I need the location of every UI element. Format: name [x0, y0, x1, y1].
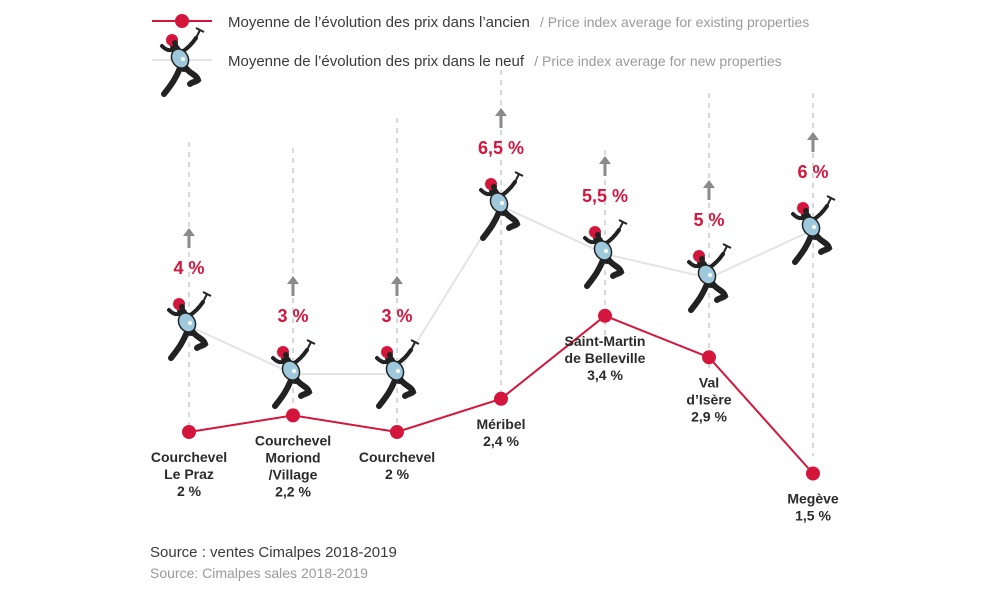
- category-label: d’Isère: [686, 391, 731, 407]
- existing-value-label: 3,4 %: [587, 367, 623, 383]
- category-label: Méribel: [476, 416, 525, 432]
- existing-value-label: 2 %: [177, 483, 202, 499]
- new-property-climber-icon: [791, 195, 836, 265]
- up-arrow-icon: [287, 276, 299, 296]
- source-text: Source : ventes Cimalpes 2018-2019: [150, 544, 397, 561]
- existing-data-point: [702, 350, 716, 365]
- up-arrow-icon: [599, 156, 611, 176]
- existing-data-point: [390, 425, 404, 439]
- existing-value-label: 2 %: [385, 466, 410, 482]
- existing-data-point: [286, 408, 300, 423]
- legend-climber-icon: [160, 27, 205, 97]
- up-arrow-icon: [183, 228, 195, 248]
- new-property-climber-icon: [167, 291, 212, 361]
- new-value-label: 6 %: [797, 162, 828, 182]
- existing-data-point: [806, 466, 820, 481]
- existing-value-label: 1,5 %: [795, 508, 831, 524]
- new-value-label: 6,5 %: [478, 138, 524, 158]
- existing-value-label: 2,4 %: [483, 433, 519, 449]
- new-property-climber-icon: [583, 219, 628, 289]
- new-property-climber-icon: [479, 171, 524, 241]
- new-value-label: 4 %: [173, 258, 204, 278]
- up-arrow-icon: [703, 180, 715, 200]
- existing-data-point: [182, 425, 196, 439]
- new-property-climber-icon: [375, 339, 420, 409]
- new-property-climber-icon: [271, 339, 316, 409]
- category-label: /Village: [269, 466, 318, 482]
- category-label: Megève: [787, 491, 839, 507]
- existing-value-label: 2,2 %: [275, 483, 311, 499]
- category-label: Le Praz: [164, 466, 214, 482]
- category-label: Val: [699, 374, 719, 390]
- legend-existing-label: Moyenne de l’évolution des prix dans l’a…: [228, 14, 809, 31]
- existing-value-label: 2,9 %: [691, 408, 727, 424]
- up-arrow-icon: [391, 276, 403, 296]
- up-arrow-icon: [807, 132, 819, 152]
- new-value-label: 5 %: [693, 210, 724, 230]
- category-label: Courchevel: [255, 432, 331, 448]
- legend-existing-marker: [152, 14, 212, 28]
- legend-new-marker: [152, 27, 212, 97]
- existing-data-point: [598, 308, 612, 323]
- new-value-label: 5,5 %: [582, 186, 628, 206]
- category-label: Moriond: [265, 449, 320, 465]
- legend: Moyenne de l’évolution des prix dans l’a…: [152, 14, 809, 97]
- category-label: de Belleville: [565, 350, 646, 366]
- new-value-label: 3 %: [277, 306, 308, 326]
- category-label: Courchevel: [151, 449, 227, 465]
- category-label: Courchevel: [359, 449, 435, 465]
- up-arrow-icon: [495, 108, 507, 128]
- category-label: Saint-Martin: [565, 333, 646, 349]
- legend-new-label: Moyenne de l’évolution des prix dans le …: [228, 53, 782, 70]
- new-property-climber-icon: [687, 243, 732, 313]
- new-value-label: 3 %: [381, 306, 412, 326]
- source-text-english: Source: Cimalpes sales 2018-2019: [150, 565, 368, 581]
- existing-data-point: [494, 391, 508, 406]
